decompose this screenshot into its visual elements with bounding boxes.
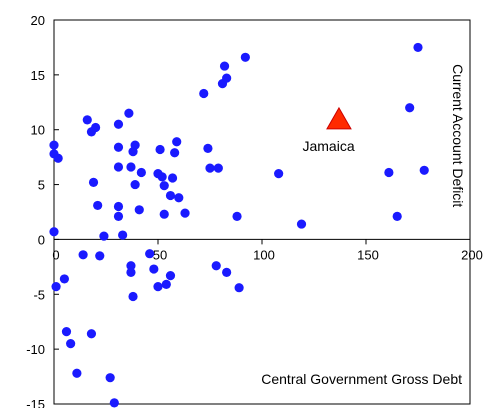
data-point: [86, 329, 97, 339]
data-point: [61, 326, 72, 337]
data-point: [180, 208, 190, 218]
tick-labels: 0 50 100 150 200 -15 -10 -5 0 5 10 15 20: [26, 13, 483, 408]
data-point: [134, 205, 144, 215]
data-point: [128, 291, 138, 302]
data-point: [296, 219, 307, 229]
data-point: [165, 190, 176, 201]
data-point: [274, 169, 284, 179]
y-tick-label: -10: [26, 342, 45, 357]
data-point: [174, 193, 184, 203]
x-tick-label: 50: [153, 247, 167, 262]
data-point: [413, 42, 423, 53]
data-point: [211, 261, 221, 271]
data-point: [159, 209, 169, 219]
data-point: [153, 282, 163, 292]
data-point: [66, 339, 76, 349]
data-point: [113, 142, 124, 152]
data-point: [126, 261, 136, 271]
data-point: [232, 211, 242, 221]
data-point: [95, 251, 105, 261]
x-tick-label: 0: [52, 247, 59, 262]
x-tick-label: 150: [357, 247, 379, 262]
data-point: [113, 201, 124, 212]
jamaica-annotation: Jamaica: [302, 138, 354, 154]
data-point: [49, 227, 59, 237]
y-tick-label: 5: [38, 178, 45, 193]
data-point: [113, 211, 124, 221]
y-tick-label: 20: [31, 13, 45, 28]
data-point: [165, 271, 176, 281]
data-point: [130, 179, 140, 190]
data-point: [118, 230, 128, 240]
data-point: [145, 249, 155, 259]
data-point: [199, 88, 209, 99]
data-point: [161, 279, 171, 290]
y-axis-title: Current Account Deficit: [450, 64, 466, 207]
data-point: [91, 122, 101, 133]
data-point: [170, 148, 180, 158]
data-point: [149, 264, 159, 274]
data-point: [405, 103, 415, 113]
data-point: [384, 167, 394, 178]
data-point: [157, 172, 167, 182]
data-point: [126, 267, 136, 277]
data-point: [392, 211, 402, 221]
data-point: [419, 165, 429, 175]
data-point: [126, 162, 136, 172]
plot-frame: [53, 19, 471, 405]
data-point: [113, 162, 124, 172]
data-point: [59, 274, 69, 284]
y-tick-label: 0: [38, 232, 45, 247]
y-tick-label: -5: [33, 287, 45, 302]
data-point: [136, 167, 146, 178]
y-tick-label: -15: [26, 397, 45, 408]
data-point: [159, 181, 169, 191]
data-point: [172, 137, 182, 147]
data-point: [205, 163, 215, 173]
x-axis-title: Central Government Gross Debt: [261, 371, 462, 387]
data-point: [99, 231, 109, 241]
data-point: [213, 163, 223, 173]
highlight-points: [326, 106, 352, 130]
x-tick-label: 200: [461, 247, 483, 262]
data-point: [130, 140, 140, 150]
data-point: [88, 177, 99, 187]
data-point: [93, 200, 103, 211]
data-point: [78, 250, 88, 260]
data-point: [113, 119, 124, 129]
data-point: [124, 108, 134, 118]
y-tick-label: 10: [31, 123, 45, 138]
jamaica-point: [326, 106, 352, 130]
data-point: [155, 144, 165, 155]
data-point: [222, 73, 232, 83]
data-point: [82, 115, 92, 125]
data-points: [49, 42, 429, 408]
data-point: [51, 282, 61, 292]
data-point: [234, 283, 244, 293]
data-point: [222, 267, 232, 277]
data-point: [240, 52, 250, 62]
x-tick-label: 100: [253, 247, 275, 262]
data-point: [105, 373, 115, 383]
data-point: [72, 368, 82, 378]
data-point: [49, 140, 59, 150]
data-point: [109, 398, 119, 408]
data-point: [167, 173, 178, 183]
y-tick-label: 15: [31, 68, 45, 83]
data-point: [53, 153, 63, 163]
data-point: [203, 143, 213, 153]
data-point: [219, 61, 230, 71]
